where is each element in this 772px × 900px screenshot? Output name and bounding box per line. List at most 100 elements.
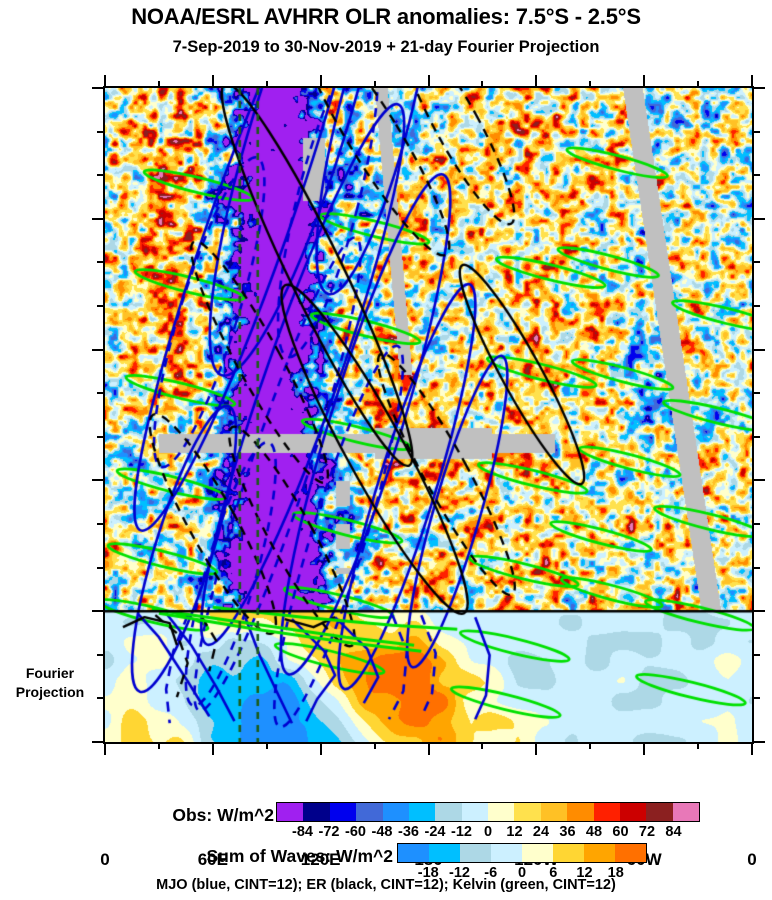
y-axis-minor-tick [752, 523, 760, 525]
colorbar-cell [429, 844, 460, 862]
colorbar-tick-label: 18 [607, 865, 624, 881]
y-axis-major-tick [752, 479, 765, 482]
y-axis-major-tick [92, 217, 105, 220]
colorbar-tick-label: -24 [424, 824, 446, 840]
colorbar-tick-label: 72 [638, 824, 656, 840]
colorbar-cell [408, 803, 436, 821]
colorbar-cell [619, 803, 647, 821]
x-axis-label: 60E [197, 850, 228, 869]
colorbar-cell [461, 803, 488, 821]
colorbar-cell [398, 844, 429, 862]
colorbar-tick-label: -18 [417, 865, 439, 881]
overlay-legend-caption: MJO (blue, CINT=12); ER (black, CINT=12)… [156, 877, 616, 893]
y-axis-major-tick [92, 479, 105, 482]
y-axis-minor-tick [97, 697, 105, 700]
x-axis-major-tick [751, 742, 753, 755]
colorbar-tick-label: 24 [532, 824, 550, 840]
x-axis-minor-tick [265, 742, 268, 749]
y-axis-major-tick [752, 741, 765, 743]
x-axis-minor-tick [481, 81, 484, 88]
x-axis-major-tick [211, 75, 214, 88]
y-axis-minor-tick [97, 523, 105, 525]
colorbar-tick-label: 12 [506, 824, 523, 840]
colorbar-cell [488, 803, 515, 821]
y-axis-minor-tick [97, 130, 105, 133]
y-axis-major-tick [752, 348, 765, 351]
colorbar-cell [435, 803, 462, 821]
y-axis-minor-tick [97, 392, 105, 395]
colorbar-sum-of-waves-strip [397, 843, 647, 863]
x-axis-minor-tick [265, 81, 268, 88]
x-axis-major-tick [643, 75, 646, 88]
colorbar-sum-of-waves-ticks: -18 -12 -6 0 6 12 18 [397, 865, 647, 881]
y-axis-minor-tick [97, 305, 105, 307]
colorbar-cell [514, 803, 541, 821]
x-axis-minor-tick [373, 81, 376, 88]
x-axis-major-tick [751, 75, 753, 88]
x-axis-major-tick [319, 742, 322, 755]
fourier-note-line1: Fourier [25, 665, 75, 681]
y-axis-minor-tick [97, 261, 105, 264]
colorbar-tick-label: -72 [318, 824, 340, 840]
fourier-projection-note: Fourier Projection [2, 664, 98, 702]
y-axis-minor-tick [97, 174, 105, 177]
x-axis-minor-tick [697, 81, 700, 88]
colorbar-tick-label: -12 [449, 865, 470, 881]
colorbar-cell [277, 803, 304, 821]
colorbar-cell [593, 803, 620, 821]
colorbar-cell [522, 844, 553, 862]
y-axis-minor-tick [97, 653, 105, 656]
y-axis-minor-tick [752, 653, 760, 656]
olr-anomaly-heatmap [105, 88, 752, 742]
x-axis-minor-tick [697, 742, 700, 749]
colorbar-tick-label: -60 [345, 824, 366, 840]
x-axis-major-tick [535, 75, 538, 88]
hovmoller-plot: 060E120E180120W60W0 [92, 75, 765, 869]
colorbar-sum-of-waves-label: Sum of Waves: W/m^2 [206, 846, 393, 866]
x-axis-major-tick [319, 75, 322, 88]
colorbar-tick-label: 6 [549, 865, 558, 881]
y-axis-minor-tick [752, 174, 760, 177]
colorbar-obs-label: Obs: W/m^2 [172, 805, 274, 825]
y-axis-major-tick [752, 217, 765, 220]
y-axis-minor-tick [752, 435, 760, 438]
y-axis-major-tick [752, 610, 765, 613]
colorbar-tick-label: -6 [484, 865, 498, 881]
y-axis-major-tick [92, 610, 105, 613]
colorbar-cell [303, 803, 330, 821]
colorbar-tick-label: 0 [517, 865, 527, 881]
x-axis-major-tick [104, 75, 106, 88]
x-axis-minor-tick [589, 81, 592, 88]
x-axis-label: 0 [747, 850, 757, 869]
y-axis-major-tick [752, 87, 765, 89]
y-axis-major-tick [92, 87, 105, 89]
y-axis-major-tick [92, 741, 105, 743]
x-axis-label: 0 [100, 850, 110, 869]
y-axis-minor-tick [752, 130, 760, 133]
colorbar-cell [460, 844, 491, 862]
x-axis-major-tick [427, 75, 430, 88]
x-axis-minor-tick [373, 742, 376, 749]
x-axis-major-tick [427, 742, 430, 755]
colorbar-tick-label: -48 [371, 824, 393, 840]
x-axis-minor-tick [157, 81, 160, 88]
colorbar-tick-label: 0 [483, 824, 493, 840]
colorbar-cell [356, 803, 383, 821]
colorbar-cell [646, 803, 673, 821]
x-axis-major-tick [104, 742, 106, 755]
colorbar-tick-label: 48 [585, 824, 603, 840]
colorbar-obs-ticks: -84 -72 -60 -48 -36 -24 -12 0 12 24 36 48 60 72 84 [276, 824, 700, 840]
x-axis-major-tick [535, 742, 538, 755]
y-axis-minor-tick [752, 566, 760, 569]
colorbar-cell [553, 844, 584, 862]
x-axis-minor-tick [481, 742, 484, 749]
x-axis-minor-tick [157, 742, 160, 749]
colorbar-tick-label: 84 [665, 824, 682, 840]
colorbar-cell [329, 803, 357, 821]
colorbar-cell [584, 844, 615, 862]
x-axis-major-tick [211, 742, 214, 755]
y-axis-minor-tick [752, 305, 760, 307]
y-axis-minor-tick [97, 566, 105, 569]
colorbar-cell [672, 803, 699, 821]
